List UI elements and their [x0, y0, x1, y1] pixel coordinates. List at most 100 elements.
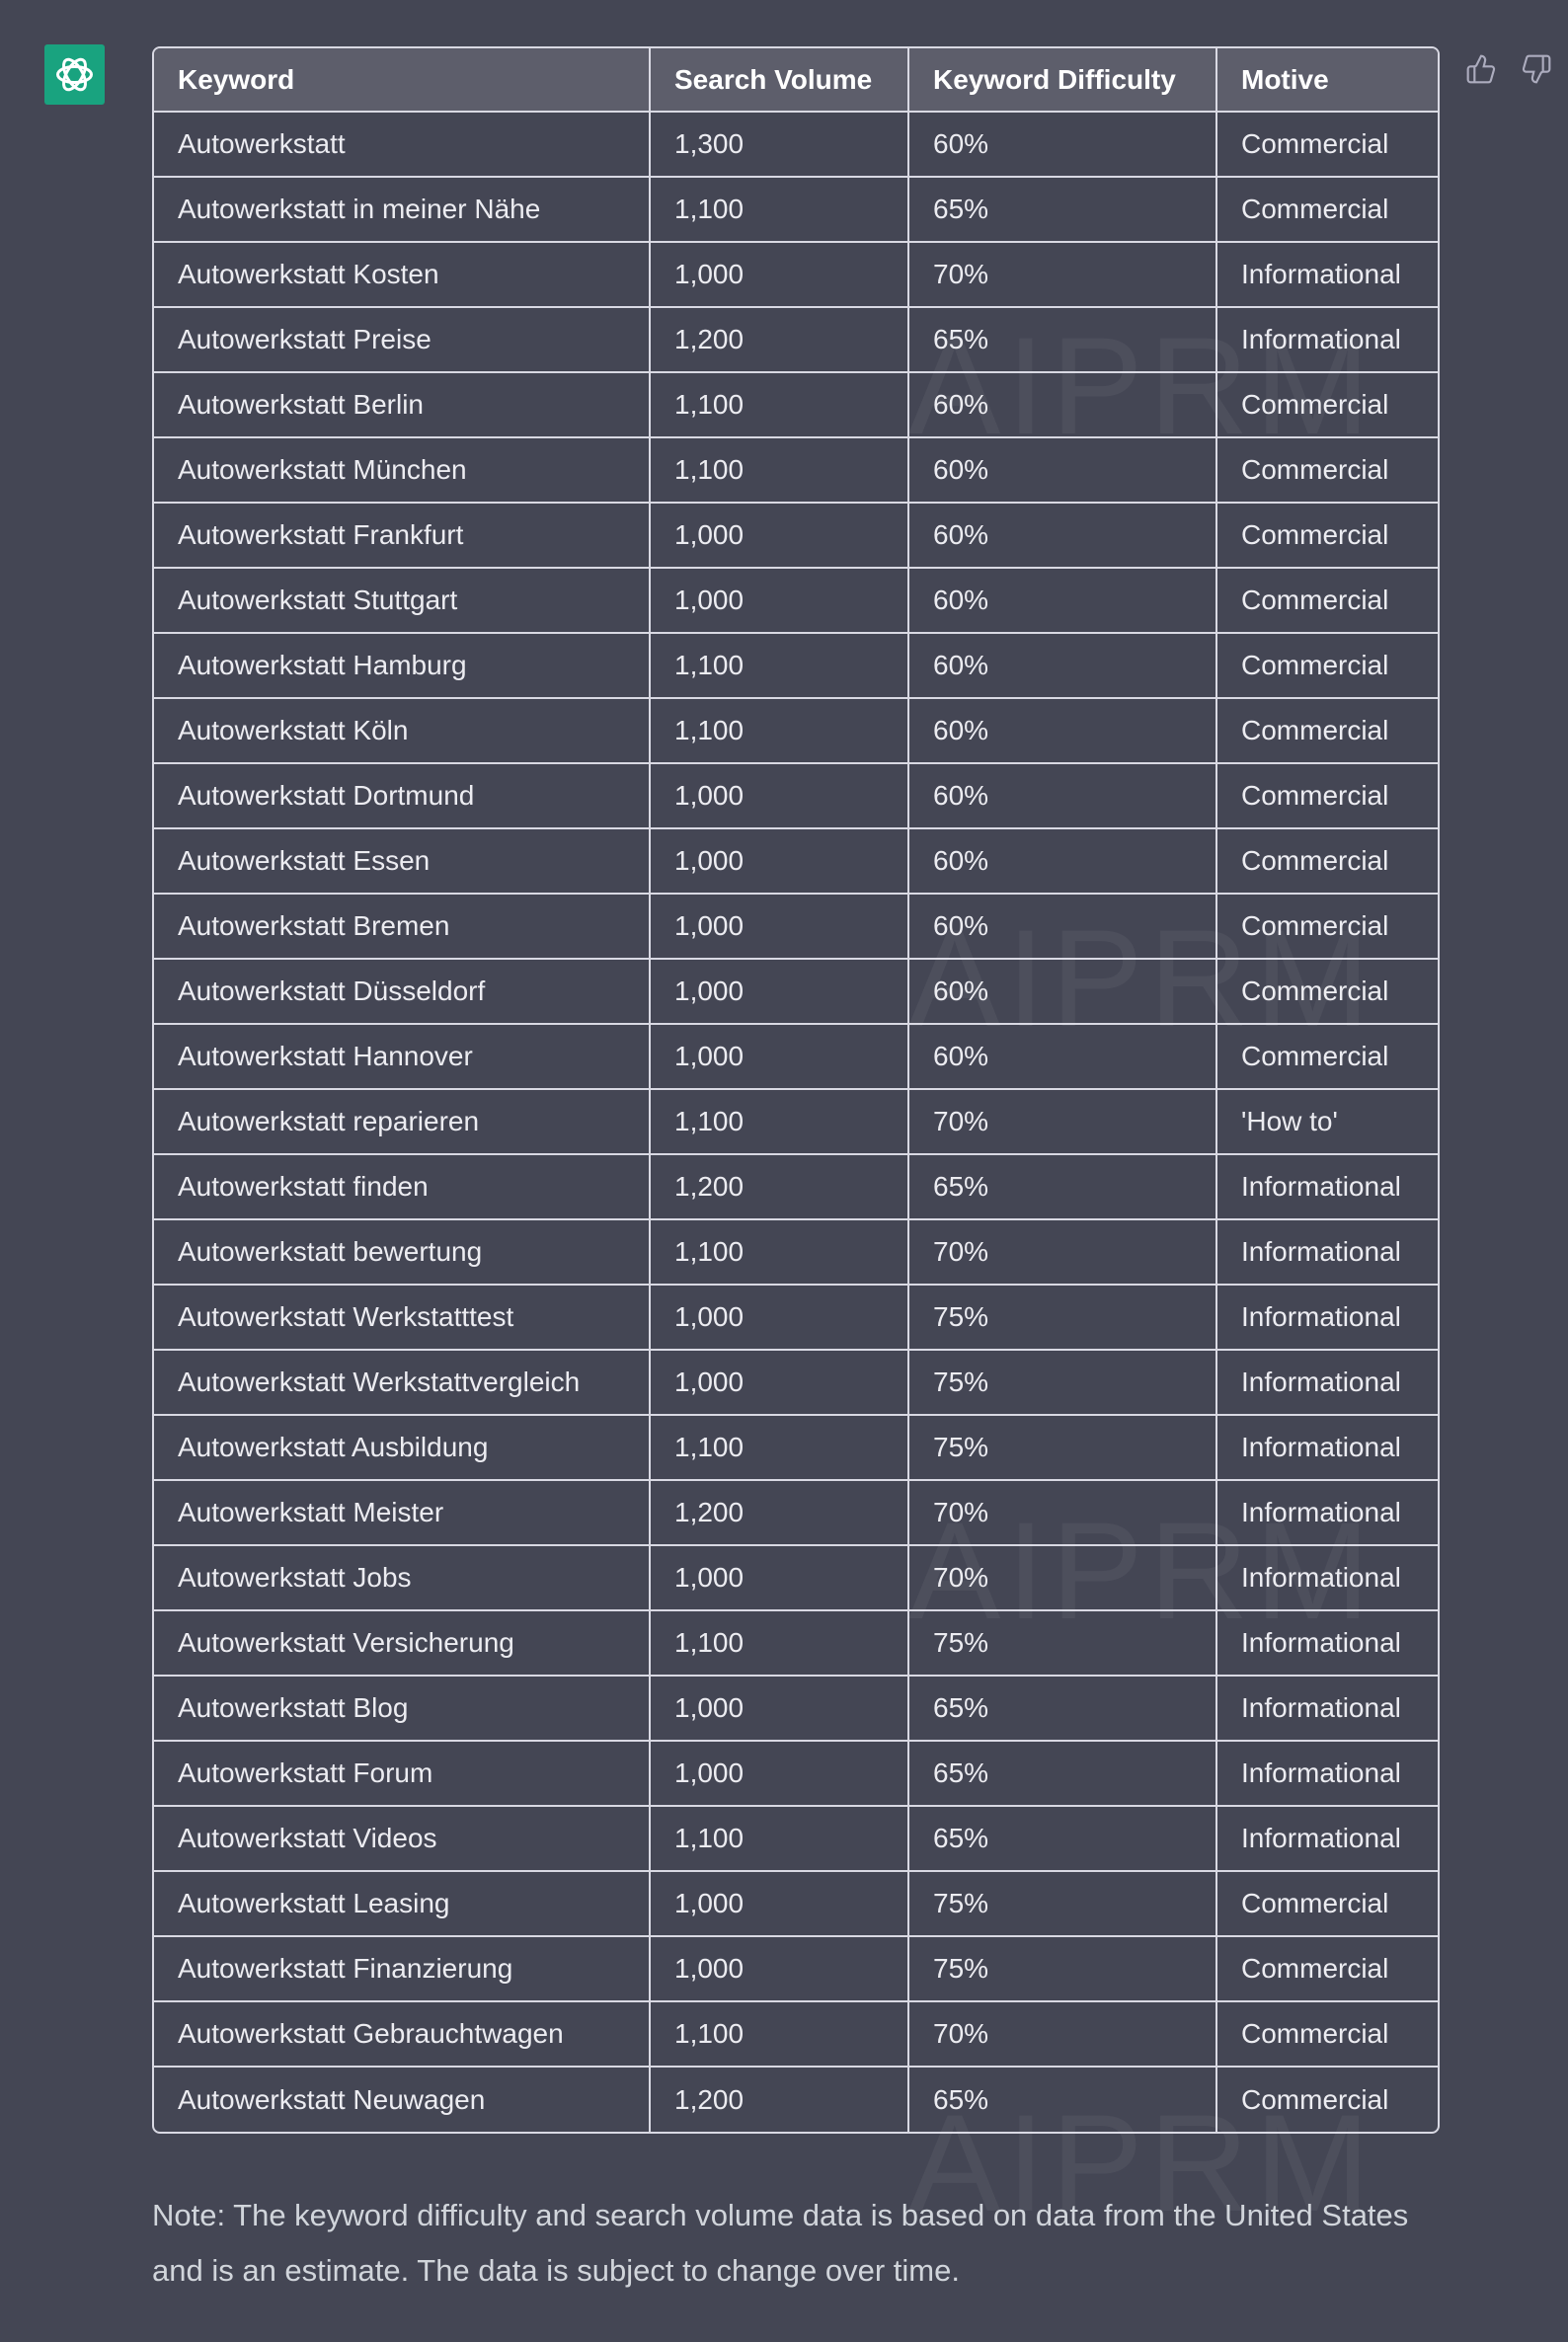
table-cell: 1,200 — [649, 306, 909, 373]
table-cell: 1,000 — [649, 827, 909, 895]
table-cell: Commercial — [1215, 502, 1438, 569]
table-cell: Autowerkstatt Forum — [154, 1740, 651, 1807]
table-cell: Autowerkstatt reparieren — [154, 1088, 651, 1155]
table-row: Autowerkstatt 1,300 60% Commercial — [154, 111, 1438, 178]
table-cell: Autowerkstatt Kosten — [154, 241, 651, 308]
table-cell: 70% — [907, 1088, 1217, 1155]
table-cell: 75% — [907, 1870, 1217, 1937]
table-cell: 65% — [907, 1153, 1217, 1220]
table-cell: 1,200 — [649, 1153, 909, 1220]
table-cell: 1,100 — [649, 1805, 909, 1872]
header-cell: Keyword Difficulty — [907, 48, 1217, 113]
table-cell: Autowerkstatt Dortmund — [154, 762, 651, 829]
table-cell: 'How to' — [1215, 1088, 1438, 1155]
table-cell: Autowerkstatt Düsseldorf — [154, 958, 651, 1025]
table-cell: Autowerkstatt Frankfurt — [154, 502, 651, 569]
table-row: Autowerkstatt Neuwagen 1,200 65% Commercial — [154, 2066, 1438, 2132]
table-body: Autowerkstatt 1,300 60% Commercial Autowerks… — [154, 111, 1438, 2132]
table-cell: Commercial — [1215, 1870, 1438, 1937]
table-cell: Commercial — [1215, 176, 1438, 243]
table-cell: 60% — [907, 502, 1217, 569]
table-cell: Commercial — [1215, 371, 1438, 438]
table-cell: Informational — [1215, 1675, 1438, 1742]
thumbs-down[interactable] — [1521, 51, 1552, 87]
note: Note: The keyword difficulty and search … — [152, 2198, 1409, 2288]
table-row: Autowerkstatt bewertung 1,100 70% Informati… — [154, 1218, 1438, 1286]
assistant-avatar — [44, 44, 105, 105]
table-cell: Commercial — [1215, 111, 1438, 178]
table-cell: Informational — [1215, 1740, 1438, 1807]
table-cell: Autowerkstatt Essen — [154, 827, 651, 895]
table-row: Autowerkstatt Preise 1,200 65% Informationa… — [154, 306, 1438, 373]
table-cell: Autowerkstatt Finanzierung — [154, 1935, 651, 2002]
table-cell: 60% — [907, 436, 1217, 504]
table-row: Autowerkstatt Hamburg 1,100 60% Commercial — [154, 632, 1438, 699]
table-cell: Autowerkstatt Videos — [154, 1805, 651, 1872]
table-cell: Informational — [1215, 1349, 1438, 1416]
table-cell: Commercial — [1215, 827, 1438, 895]
table-cell: Autowerkstatt Köln — [154, 697, 651, 764]
table-row: Autowerkstatt Meister 1,200 70% Information… — [154, 1479, 1438, 1546]
table-cell: Informational — [1215, 1284, 1438, 1351]
table-cell: 60% — [907, 697, 1217, 764]
table-cell: Commercial — [1215, 762, 1438, 829]
table-cell: Commercial — [1215, 632, 1438, 699]
header-cell: Search Volume — [649, 48, 909, 113]
header-cell: Motive — [1215, 48, 1438, 113]
table-cell: 1,000 — [649, 1740, 909, 1807]
table-cell: Informational — [1215, 241, 1438, 308]
table-cell: 1,000 — [649, 958, 909, 1025]
table-row: Autowerkstatt Dortmund 1,000 60% Commercial — [154, 762, 1438, 829]
table-cell: 1,100 — [649, 697, 909, 764]
table-cell: 75% — [907, 1609, 1217, 1677]
table-cell: 1,000 — [649, 241, 909, 308]
table-cell: Autowerkstatt Hamburg — [154, 632, 651, 699]
header-row: Keyword Search Volume Keyword Difficulty Mo… — [154, 48, 1438, 113]
table-cell: 70% — [907, 2000, 1217, 2068]
table-cell: 75% — [907, 1349, 1217, 1416]
table-cell: Informational — [1215, 1609, 1438, 1677]
table-cell: 1,100 — [649, 176, 909, 243]
table-row: Autowerkstatt Jobs 1,000 70% Informational — [154, 1544, 1438, 1611]
table-cell: Commercial — [1215, 2066, 1438, 2132]
table-cell: 1,100 — [649, 632, 909, 699]
table-row: Autowerkstatt Berlin 1,100 60% Commercial — [154, 371, 1438, 438]
table-cell: 60% — [907, 111, 1217, 178]
table-row: Autowerkstatt Ausbildung 1,100 75% Informat… — [154, 1414, 1438, 1481]
table-row: Autowerkstatt Versicherung 1,100 75% Inform… — [154, 1609, 1438, 1677]
table-cell: 60% — [907, 632, 1217, 699]
table-cell: Autowerkstatt Versicherung — [154, 1609, 651, 1677]
table-cell: 1,000 — [649, 1349, 909, 1416]
table-cell: Autowerkstatt bewertung — [154, 1218, 651, 1286]
table-cell: 1,100 — [649, 2000, 909, 2068]
table-cell: Informational — [1215, 1544, 1438, 1611]
table-cell: 1,000 — [649, 1023, 909, 1090]
table-cell: 60% — [907, 893, 1217, 960]
table-cell: Informational — [1215, 1414, 1438, 1481]
table-container: Keyword Search Volume Keyword Difficulty Mo… — [152, 46, 1440, 2134]
table-cell: 75% — [907, 1414, 1217, 1481]
keyword-table: Keyword Search Volume Keyword Difficulty Mo… — [154, 48, 1438, 2132]
table-cell: Autowerkstatt in meiner Nähe — [154, 176, 651, 243]
table-row: Autowerkstatt reparieren 1,100 70% 'How to' — [154, 1088, 1438, 1155]
table-cell: 1,100 — [649, 1218, 909, 1286]
table-cell: 1,300 — [649, 111, 909, 178]
table-row: Autowerkstatt Leasing 1,000 75% Commercial — [154, 1870, 1438, 1937]
table-cell: 65% — [907, 306, 1217, 373]
table-cell: Informational — [1215, 306, 1438, 373]
table-row: Autowerkstatt Düsseldorf 1,000 60% Commerci… — [154, 958, 1438, 1025]
table-row: Autowerkstatt in meiner Nähe 1,100 65% Comm… — [154, 176, 1438, 243]
table-row: Autowerkstatt Blog 1,000 65% Informational — [154, 1675, 1438, 1742]
table-cell: 60% — [907, 958, 1217, 1025]
table-row: Autowerkstatt Gebrauchtwagen 1,100 70% Comm… — [154, 2000, 1438, 2068]
thumbs-up[interactable] — [1465, 51, 1497, 87]
table-cell: Autowerkstatt — [154, 111, 651, 178]
table-cell: 75% — [907, 1935, 1217, 2002]
table-cell: 1,100 — [649, 1609, 909, 1677]
table-cell: 1,000 — [649, 567, 909, 634]
table-cell: 70% — [907, 1218, 1217, 1286]
table-cell: 1,000 — [649, 762, 909, 829]
table-cell: 1,000 — [649, 502, 909, 569]
table-cell: Autowerkstatt Meister — [154, 1479, 651, 1546]
